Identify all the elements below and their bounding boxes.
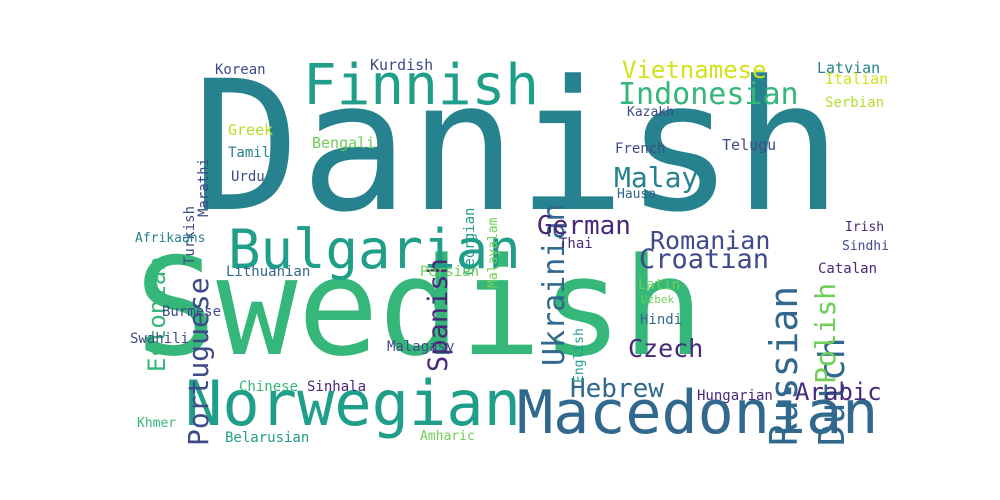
word-sindhi: Sindhi [842,239,889,254]
word-latin: Latin [638,277,681,293]
word-swedish: Swedish [135,229,704,386]
word-greek: Greek [228,121,274,139]
word-urdu: Urdu [231,169,265,185]
word-serbian: Serbian [825,95,885,111]
word-malayalam: Malayalam [486,218,501,289]
word-german: German [537,211,631,241]
word-macedonian: Macedonian [517,378,879,446]
word-arabic: Arabic [795,378,882,406]
word-thai: Thai [559,236,593,252]
word-belarusian: Belarusian [225,430,310,446]
word-malay: Malay [614,161,699,194]
word-hebrew: Hebrew [570,374,664,404]
word-russian: Russian [762,285,806,446]
word-burmese: Burmese [162,304,222,320]
word-romanian: Romanian [650,226,771,255]
word-latvian: Latvian [817,59,881,77]
word-chinese: Chinese [239,379,299,395]
word-hausa: Hausa [617,187,657,202]
word-malagasy: Malagasy [387,339,455,355]
word-norwegian: Norwegian [185,367,521,440]
word-croatian: Croatian [639,244,770,275]
word-danish: Danish [192,58,843,252]
word-cloud: Danish Swedish Macedonian Norwegian Finnish B… [125,58,900,446]
word-finnish: Finnish [303,58,540,118]
word-kazakh: Kazakh [627,105,674,120]
word-lithuanian: Lithuanian [226,264,311,280]
word-kurdish: Kurdish [370,58,434,74]
word-marathi: Marathi [196,158,212,218]
word-indonesian: Indonesian [618,77,799,112]
word-polish: Polish [809,283,842,385]
word-bengali: Bengali [312,134,376,152]
word-swahili: Swahili [130,331,190,347]
word-italian: Italian [825,70,889,88]
word-khmer: Khmer [137,416,177,431]
word-amharic: Amharic [420,429,475,444]
word-uzbek: Uzbek [641,293,675,306]
word-tamil: Tamil [228,145,271,161]
word-hungarian: Hungarian [697,388,773,404]
word-persian: Persian [420,264,480,280]
word-catalan: Catalan [818,261,878,277]
word-vietnamese: Vietnamese [622,58,767,84]
word-irish: Irish [845,220,885,235]
word-korean: Korean [215,62,266,78]
word-afrikaans: Afrikaans [135,231,206,246]
word-french: French [615,141,666,157]
word-hindi: Hindi [640,312,683,328]
word-bulgarian: Bulgarian [228,218,521,281]
word-czech: Czech [628,334,704,363]
word-english: English [572,328,587,383]
word-portuguese: Portuguese [182,277,215,446]
word-telugu: Telugu [722,136,777,154]
word-sinhala: Sinhala [307,379,367,395]
